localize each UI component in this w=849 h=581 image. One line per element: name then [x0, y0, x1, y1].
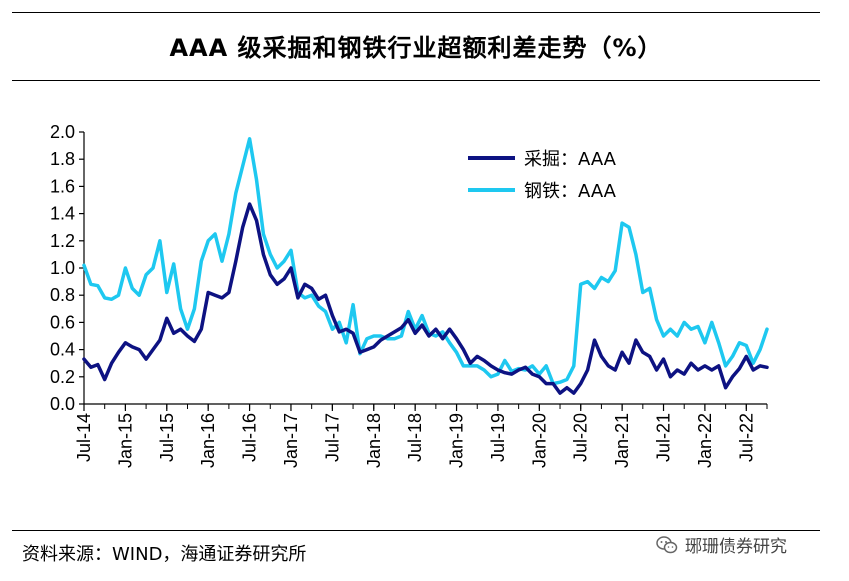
wechat-icon	[656, 535, 678, 553]
legend-label: 采掘：AAA	[524, 149, 617, 170]
chart-canvas: 0.0 0.2 0.4 0.6 0.8 1.0 1.2 1.4 1.6 1.8 2.0 Jul-14…	[50, 122, 769, 468]
x-axis: Jul-14 Jan-15 Jul-15 Jan-16 Jul-16 Jan-17 Jul-…	[74, 403, 768, 468]
y-tick-label: 0.6	[50, 312, 75, 332]
bottom-rule	[12, 530, 820, 531]
x-tick-label: Jul-18	[405, 413, 425, 462]
series-line-0	[82, 202, 769, 395]
x-tick-label: Jan-16	[198, 413, 218, 468]
x-tick-label: Jul-14	[74, 413, 94, 462]
x-tick-label: Jul-15	[157, 413, 177, 462]
y-tick-label: 0.2	[50, 367, 75, 387]
watermark: 琊珊债券研究	[655, 532, 787, 557]
x-tick-label: Jul-17	[322, 413, 342, 462]
x-tick-label: Jul-20	[571, 413, 591, 462]
x-tick-label: Jul-19	[488, 413, 508, 462]
y-tick-label: 0.4	[50, 340, 75, 360]
top-rule	[12, 12, 820, 13]
x-tick-label: Jan-15	[115, 413, 135, 468]
legend: 采掘：AAA 钢铁：AAA	[468, 149, 617, 202]
x-tick-label: Jan-21	[612, 413, 632, 468]
y-axis: 0.0 0.2 0.4 0.6 0.8 1.0 1.2 1.4 1.6 1.8 2.0	[50, 122, 85, 414]
x-tick-label: Jan-20	[529, 413, 549, 468]
x-tick-label: Jan-22	[695, 413, 715, 468]
y-tick-label: 1.2	[50, 231, 75, 251]
y-tick-label: 2.0	[50, 122, 75, 142]
y-tick-label: 0.0	[50, 394, 75, 414]
y-tick-label: 1.6	[50, 176, 75, 196]
legend-label: 钢铁：AAA	[524, 181, 617, 202]
y-tick-label: 1.0	[50, 258, 75, 278]
x-tick-label: Jul-21	[654, 413, 674, 462]
chart-title: AAA 级采掘和钢铁行业超额利差走势（%）	[169, 34, 663, 62]
y-tick-label: 1.4	[50, 204, 75, 224]
y-tick-label: 0.8	[50, 285, 75, 305]
watermark-text: 琊珊债券研究	[685, 537, 787, 557]
x-tick-label: Jul-22	[736, 413, 756, 462]
x-tick-label: Jan-17	[281, 413, 301, 468]
x-tick-label: Jul-16	[240, 413, 260, 462]
source-note: 资料来源：WIND，海通证券研究所	[22, 544, 307, 565]
series-group	[82, 137, 769, 395]
x-tick-label: Jan-18	[364, 413, 384, 468]
x-tick-label: Jan-19	[447, 413, 467, 468]
series-line-1	[82, 137, 769, 386]
title-rule	[12, 80, 820, 81]
y-tick-label: 1.8	[50, 149, 75, 169]
